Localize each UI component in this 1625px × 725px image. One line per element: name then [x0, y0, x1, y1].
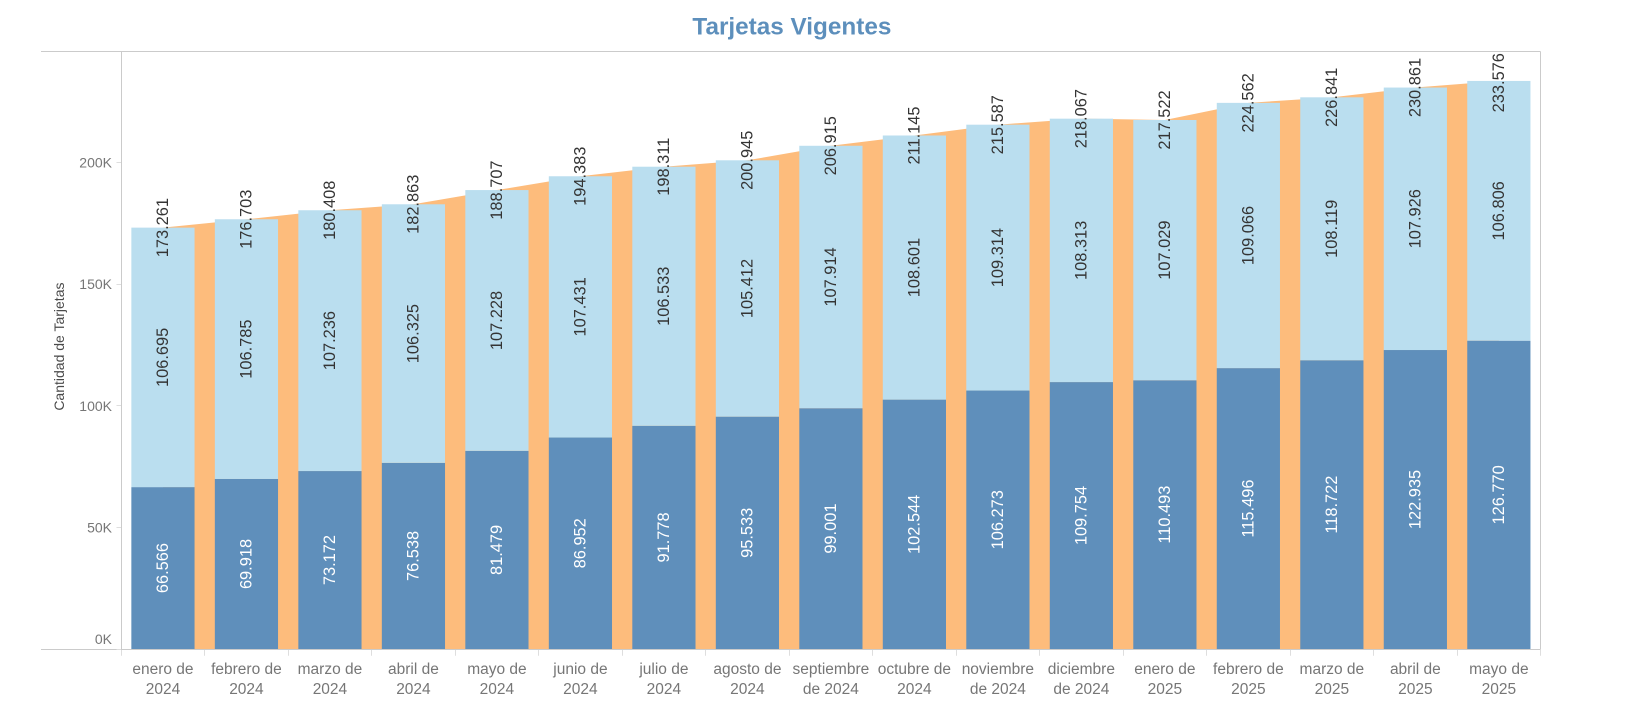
svg-text:106.273: 106.273: [989, 490, 1007, 549]
svg-text:150K: 150K: [79, 276, 112, 292]
svg-text:107.914: 107.914: [822, 247, 840, 306]
svg-text:106.785: 106.785: [237, 319, 255, 378]
svg-text:69.918: 69.918: [237, 539, 255, 589]
svg-text:224.562: 224.562: [1239, 73, 1257, 132]
svg-text:julio de: julio de: [638, 661, 688, 678]
svg-text:mayo de: mayo de: [467, 661, 526, 678]
svg-text:0K: 0K: [95, 631, 113, 647]
svg-text:de 2024: de 2024: [803, 681, 859, 698]
svg-text:194.383: 194.383: [571, 147, 589, 206]
svg-text:81.479: 81.479: [488, 525, 506, 575]
svg-text:Tarjetas Vigentes: Tarjetas Vigentes: [692, 13, 891, 40]
svg-text:108.119: 108.119: [1323, 200, 1341, 258]
svg-text:106.695: 106.695: [154, 328, 172, 387]
svg-text:126.770: 126.770: [1490, 465, 1508, 524]
svg-text:de 2024: de 2024: [1053, 681, 1109, 698]
svg-text:122.935: 122.935: [1406, 470, 1424, 529]
svg-text:188.707: 188.707: [488, 160, 506, 219]
svg-text:109.314: 109.314: [989, 228, 1007, 287]
svg-text:91.778: 91.778: [655, 512, 673, 562]
svg-text:176.703: 176.703: [237, 190, 255, 249]
svg-text:marzo de: marzo de: [1300, 661, 1365, 678]
svg-text:106.325: 106.325: [404, 304, 422, 363]
svg-text:100K: 100K: [79, 398, 112, 414]
svg-text:diciembre: diciembre: [1048, 661, 1115, 678]
svg-text:2025: 2025: [1482, 681, 1516, 698]
svg-text:73.172: 73.172: [321, 535, 339, 585]
svg-text:107.926: 107.926: [1406, 189, 1424, 248]
svg-text:173.261: 173.261: [154, 198, 172, 257]
svg-text:octubre de: octubre de: [878, 661, 951, 678]
svg-text:mayo de: mayo de: [1469, 661, 1528, 678]
svg-text:226.841: 226.841: [1323, 68, 1341, 127]
svg-text:2025: 2025: [1148, 681, 1182, 698]
svg-text:105.412: 105.412: [738, 259, 756, 318]
svg-text:217.522: 217.522: [1156, 90, 1174, 149]
svg-text:2024: 2024: [480, 681, 515, 698]
svg-text:Cantidad de Tarjetas: Cantidad de Tarjetas: [51, 283, 67, 411]
svg-text:102.544: 102.544: [905, 495, 923, 554]
svg-text:2024: 2024: [229, 681, 264, 698]
svg-text:200K: 200K: [79, 155, 112, 171]
svg-text:abril de: abril de: [388, 661, 439, 678]
svg-text:211.145: 211.145: [905, 106, 923, 164]
svg-text:95.533: 95.533: [738, 508, 756, 558]
svg-text:107.228: 107.228: [488, 291, 506, 350]
svg-text:2024: 2024: [730, 681, 765, 698]
svg-text:2025: 2025: [1398, 681, 1432, 698]
svg-text:230.861: 230.861: [1406, 58, 1424, 117]
svg-text:2024: 2024: [396, 681, 431, 698]
svg-text:2024: 2024: [563, 681, 598, 698]
svg-text:106.533: 106.533: [655, 267, 673, 326]
svg-text:abril de: abril de: [1390, 661, 1441, 678]
svg-text:107.431: 107.431: [571, 277, 589, 336]
svg-text:115.496: 115.496: [1239, 480, 1257, 538]
svg-text:108.313: 108.313: [1072, 221, 1090, 280]
svg-text:2025: 2025: [1315, 681, 1349, 698]
svg-text:2024: 2024: [897, 681, 932, 698]
svg-text:218.067: 218.067: [1072, 89, 1090, 148]
svg-text:233.576: 233.576: [1490, 53, 1508, 112]
svg-text:66.566: 66.566: [154, 543, 172, 593]
svg-text:76.538: 76.538: [404, 531, 422, 581]
svg-text:marzo de: marzo de: [298, 661, 363, 678]
svg-text:108.601: 108.601: [905, 238, 923, 297]
svg-text:118.722: 118.722: [1323, 476, 1341, 534]
svg-text:febrero de: febrero de: [1213, 661, 1284, 678]
svg-text:junio de: junio de: [552, 661, 607, 678]
svg-text:de 2024: de 2024: [970, 681, 1026, 698]
svg-text:106.806: 106.806: [1490, 181, 1508, 240]
svg-text:2024: 2024: [647, 681, 682, 698]
svg-text:215.587: 215.587: [989, 95, 1007, 154]
svg-text:107.236: 107.236: [321, 311, 339, 370]
svg-text:109.754: 109.754: [1072, 486, 1090, 545]
svg-text:107.029: 107.029: [1156, 221, 1174, 280]
svg-text:99.001: 99.001: [822, 504, 840, 554]
svg-text:200.945: 200.945: [738, 131, 756, 190]
svg-text:2024: 2024: [313, 681, 348, 698]
svg-text:206.915: 206.915: [822, 116, 840, 175]
svg-text:enero de: enero de: [1134, 661, 1195, 678]
svg-text:enero de: enero de: [132, 661, 193, 678]
svg-text:2025: 2025: [1231, 681, 1265, 698]
svg-text:septiembre: septiembre: [793, 661, 870, 678]
svg-text:180.408: 180.408: [321, 181, 339, 240]
svg-text:noviembre: noviembre: [962, 661, 1034, 678]
svg-text:182.863: 182.863: [404, 175, 422, 234]
svg-text:2024: 2024: [146, 681, 181, 698]
svg-text:50K: 50K: [87, 519, 113, 535]
svg-text:febrero de: febrero de: [211, 661, 282, 678]
svg-text:agosto de: agosto de: [713, 661, 781, 678]
svg-text:109.066: 109.066: [1239, 206, 1257, 265]
svg-text:86.952: 86.952: [571, 518, 589, 568]
svg-text:198.311: 198.311: [655, 138, 673, 196]
svg-text:110.493: 110.493: [1156, 486, 1174, 544]
